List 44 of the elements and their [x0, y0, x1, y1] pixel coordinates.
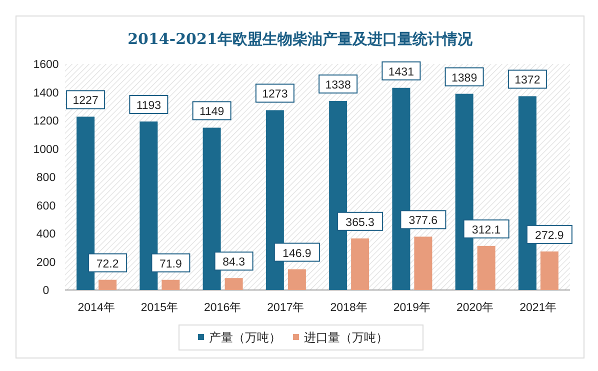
x-tick-label: 2014年 — [78, 301, 116, 314]
x-tick-label: 2016年 — [204, 301, 242, 314]
x-tick-label: 2021年 — [520, 301, 558, 314]
bar — [288, 269, 306, 290]
legend-label: 进口量（万吨） — [304, 330, 388, 344]
bar — [224, 278, 243, 290]
x-tick-label: 2020年 — [456, 301, 494, 314]
bar — [162, 280, 180, 290]
bar — [98, 280, 117, 290]
y-tick-label: 1600 — [33, 59, 59, 71]
data-label: 72.2 — [96, 258, 119, 270]
y-tick-label: 1000 — [33, 144, 59, 156]
y-tick-label: 200 — [36, 256, 56, 269]
legend-label: 产量（万吨） — [209, 330, 281, 344]
data-label: 272.9 — [535, 230, 564, 242]
data-label: 365.3 — [346, 216, 374, 229]
y-tick-label: 1200 — [33, 116, 59, 128]
y-tick-label: 1400 — [33, 87, 59, 100]
y-tick-label: 400 — [36, 228, 56, 240]
y-tick-label: 0 — [42, 285, 50, 297]
x-tick-label: 2019年 — [393, 301, 431, 314]
data-label: 1193 — [136, 100, 162, 112]
bar — [351, 238, 370, 290]
bar — [414, 236, 432, 290]
data-label: 146.9 — [282, 248, 312, 260]
y-tick-label: 800 — [36, 172, 56, 184]
data-label: 1389 — [452, 72, 478, 84]
data-label: 1273 — [262, 88, 288, 101]
data-label: 377.6 — [408, 215, 438, 228]
y-tick-label: 600 — [36, 200, 56, 212]
data-label: 1372 — [514, 74, 540, 87]
data-label: 84.3 — [222, 256, 246, 269]
bar — [540, 251, 558, 290]
x-tick-label: 2018年 — [330, 301, 368, 314]
data-label: 312.1 — [472, 224, 501, 236]
x-tick-label: 2015年 — [140, 301, 178, 314]
data-label: 1227 — [72, 95, 98, 108]
data-label: 1431 — [388, 66, 414, 78]
chart-title: 2014-2021年欧盟生物柴油产量及进口量统计情况 — [128, 30, 474, 48]
bar — [477, 246, 496, 290]
data-label: 1338 — [325, 80, 351, 92]
data-label: 1149 — [199, 106, 224, 118]
data-label: 71.9 — [159, 258, 182, 270]
x-tick-label: 2017年 — [267, 301, 305, 314]
